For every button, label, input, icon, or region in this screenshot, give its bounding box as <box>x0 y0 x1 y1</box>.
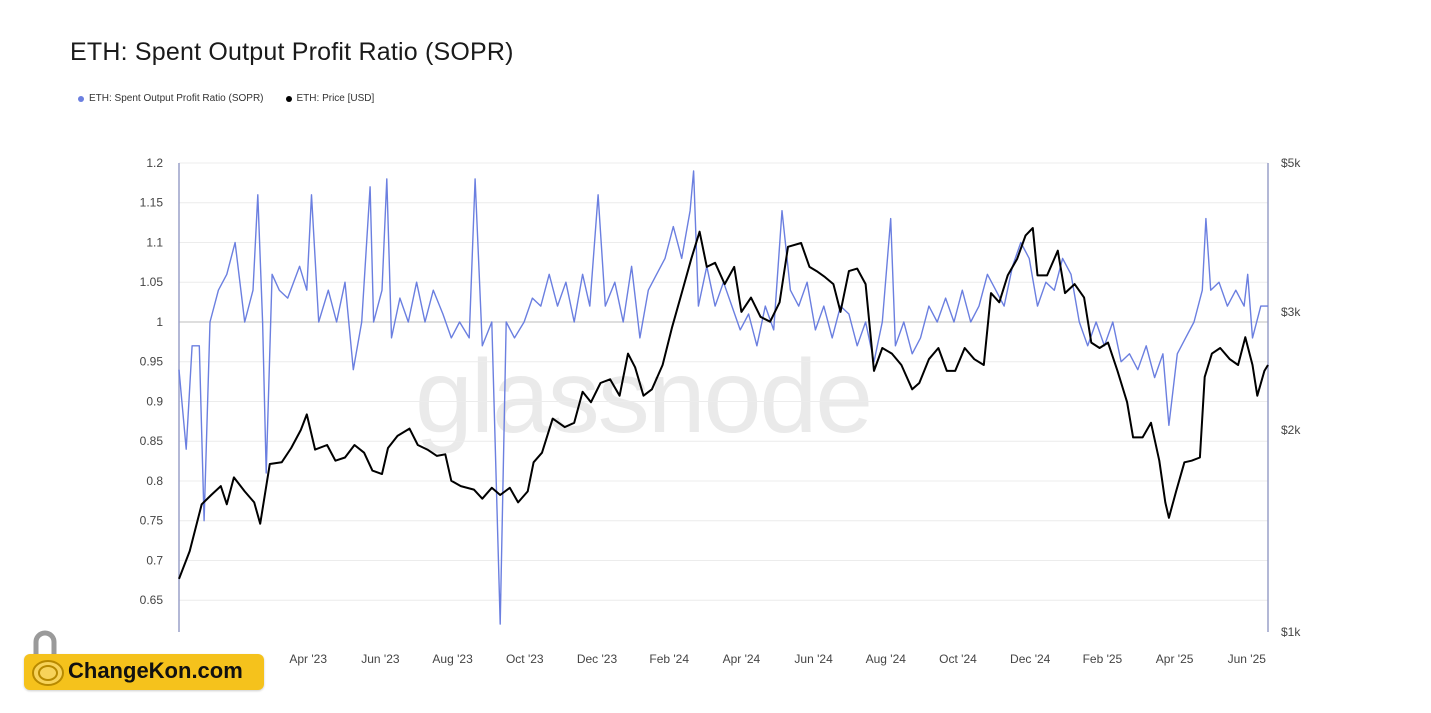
legend-item-sopr[interactable]: ETH: Spent Output Profit Ratio (SOPR) <box>78 93 264 104</box>
sopr-line <box>178 170 1268 625</box>
legend-label-price: ETH: Price [USD] <box>296 93 375 104</box>
y-left-tick-label: 1 <box>156 315 163 329</box>
price-line <box>178 227 1269 580</box>
y-right-tick-label: $1k <box>1281 625 1301 639</box>
x-tick-label: Aug '24 <box>866 652 907 666</box>
y-right-tick-label: $2k <box>1281 423 1301 437</box>
y-left-tick-label: 0.7 <box>146 553 163 567</box>
chart-legend: ETH: Spent Output Profit Ratio (SOPR) ET… <box>78 93 374 104</box>
y-left-tick-label: 1.1 <box>146 235 163 249</box>
brand-logo[interactable]: ChangeKon.com <box>24 628 268 692</box>
x-tick-label: Jun '24 <box>794 652 833 666</box>
x-tick-label: Apr '24 <box>723 652 761 666</box>
y-right-tick-label: $3k <box>1281 305 1301 319</box>
coin-icon <box>32 660 64 686</box>
y-left-tick-label: 1.05 <box>140 275 164 289</box>
x-tick-label: Dec '24 <box>1010 652 1051 666</box>
x-tick-label: Oct '23 <box>506 652 544 666</box>
y-left-tick-label: 0.8 <box>146 474 163 488</box>
x-tick-label: Apr '23 <box>289 652 327 666</box>
y-left-tick-label: 0.85 <box>140 434 164 448</box>
x-tick-label: Aug '23 <box>432 652 473 666</box>
x-tick-label: Dec '23 <box>577 652 618 666</box>
y-left-tick-label: 0.65 <box>140 593 164 607</box>
x-tick-label: Jun '23 <box>361 652 400 666</box>
chart-title: ETH: Spent Output Profit Ratio (SOPR) <box>70 38 514 66</box>
x-tick-label: Oct '24 <box>939 652 977 666</box>
y-right-tick-label: $5k <box>1281 156 1301 170</box>
legend-dot-price <box>285 95 292 102</box>
brand-pill <box>24 654 264 690</box>
y-left-tick-label: 1.15 <box>140 196 164 210</box>
y-left-tick-label: 0.95 <box>140 355 164 369</box>
y-left-tick-label: 1.2 <box>146 156 163 170</box>
lock-icon <box>33 630 57 654</box>
x-tick-label: Feb '24 <box>649 652 689 666</box>
x-tick-label: Apr '25 <box>1156 652 1194 666</box>
legend-dot-sopr <box>78 95 84 102</box>
brand-name: ChangeKon.com <box>68 658 243 683</box>
legend-label-sopr: ETH: Spent Output Profit Ratio (SOPR) <box>89 93 264 104</box>
watermark: glassnode <box>415 339 873 455</box>
y-left-tick-label: 0.75 <box>140 514 164 528</box>
y-left-tick-label: 0.9 <box>146 394 163 408</box>
x-tick-label: Jun '25 <box>1228 652 1267 666</box>
legend-item-price[interactable]: ETH: Price [USD] <box>285 93 375 104</box>
x-tick-label: Feb '25 <box>1083 652 1123 666</box>
